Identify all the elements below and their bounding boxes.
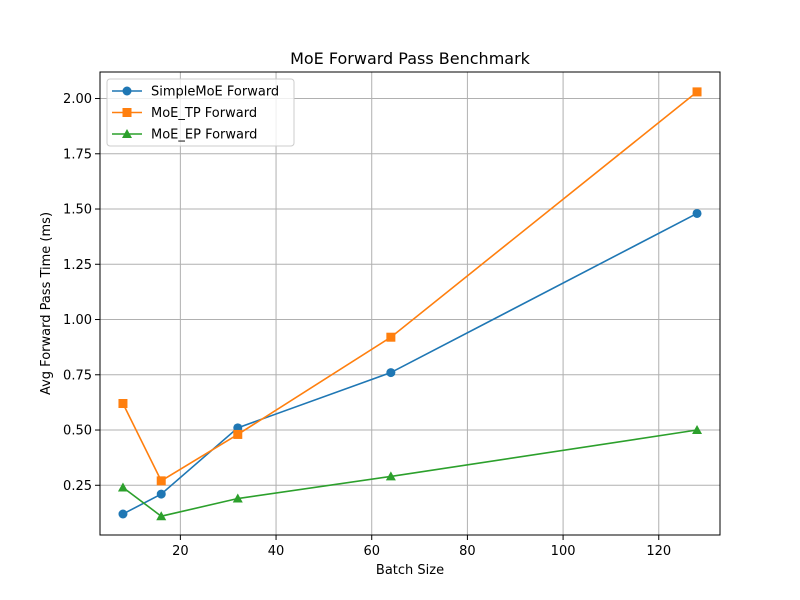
y-axis-label: Avg Forward Pass Time (ms) bbox=[39, 212, 54, 395]
legend: SimpleMoE Forward MoE_TP Forward MoE_EP Fo… bbox=[106, 78, 295, 147]
y-tick-label: 0.25 bbox=[63, 479, 92, 494]
legend-item: MoE_TP Forward bbox=[112, 106, 257, 121]
grid bbox=[100, 72, 720, 535]
legend-item: MoE_EP Forward bbox=[112, 128, 257, 143]
x-tick-label: 60 bbox=[363, 544, 380, 559]
legend-marker bbox=[122, 129, 132, 138]
x-tick-label: 80 bbox=[459, 544, 476, 559]
y-tick-label: 1.50 bbox=[63, 203, 92, 218]
x-tick-label: 100 bbox=[551, 544, 576, 559]
y-tick-label: 1.00 bbox=[63, 313, 92, 328]
y-tick-label: 2.00 bbox=[63, 92, 92, 107]
data-point bbox=[232, 493, 243, 503]
chart-title: MoE Forward Pass Benchmark bbox=[290, 49, 531, 68]
legend-label: MoE_TP Forward bbox=[151, 106, 257, 121]
data-point bbox=[692, 208, 702, 218]
y-tick-label: 1.25 bbox=[63, 258, 92, 273]
data-point bbox=[233, 429, 243, 439]
data-point bbox=[156, 476, 166, 486]
legend-item: SimpleMoE Forward bbox=[112, 85, 279, 100]
legend-marker bbox=[122, 86, 132, 96]
x-axis-label: Batch Size bbox=[376, 563, 444, 578]
y-tick-label: 1.75 bbox=[63, 147, 92, 162]
data-point bbox=[385, 471, 396, 481]
data-point bbox=[118, 399, 128, 409]
ticks: 20 40 60 80 100 120 0.25 0.50 0.75 1.00 1.25 1.50 1.… bbox=[63, 92, 671, 559]
data-point bbox=[386, 368, 396, 378]
legend-marker bbox=[122, 108, 132, 117]
y-tick-label: 0.75 bbox=[63, 368, 92, 383]
data-point bbox=[156, 511, 167, 521]
data-point bbox=[692, 425, 703, 435]
series-group bbox=[117, 87, 703, 521]
series-moe-ep-forward bbox=[117, 425, 703, 521]
x-tick-label: 120 bbox=[646, 544, 671, 559]
legend-label: SimpleMoE Forward bbox=[151, 85, 279, 100]
legend-box bbox=[106, 78, 295, 147]
y-tick-label: 0.50 bbox=[63, 424, 92, 439]
data-point bbox=[386, 332, 396, 342]
data-point bbox=[118, 509, 128, 519]
plot-frame bbox=[99, 71, 721, 536]
data-point bbox=[156, 489, 166, 499]
legend-label: MoE_EP Forward bbox=[151, 128, 257, 143]
data-point bbox=[692, 87, 702, 97]
x-tick-label: 40 bbox=[268, 544, 285, 559]
data-point bbox=[117, 482, 128, 492]
x-tick-label: 20 bbox=[172, 544, 189, 559]
series-moe-tp-forward bbox=[118, 87, 702, 486]
